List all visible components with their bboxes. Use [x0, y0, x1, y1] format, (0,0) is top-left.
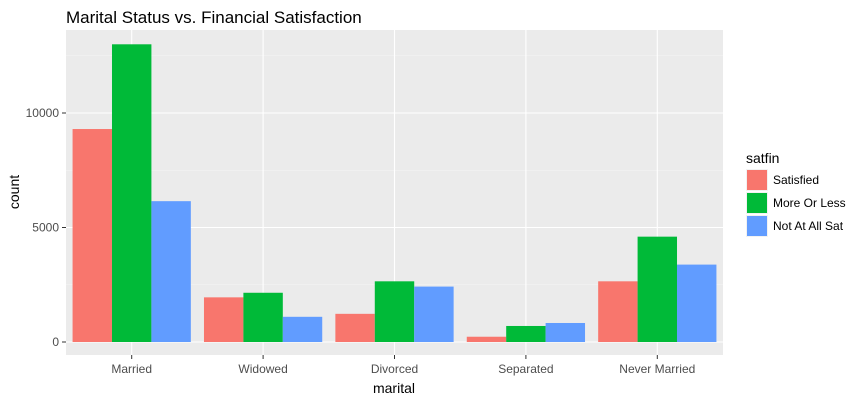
- bar: [598, 281, 638, 342]
- x-tick-label: Separated: [498, 362, 553, 376]
- legend-label: More Or Less: [773, 196, 846, 210]
- legend-label: Satisfied: [773, 173, 819, 187]
- legend-key: [747, 170, 767, 190]
- bar: [677, 264, 717, 342]
- bar: [243, 292, 283, 342]
- bar: [72, 129, 112, 342]
- x-tick-label: Divorced: [371, 362, 418, 376]
- legend: satfin Satisfied More Or Less Not At All S…: [746, 150, 846, 237]
- bar: [637, 236, 678, 342]
- legend-title: satfin: [746, 150, 779, 166]
- legend-label: Not At All Sat: [773, 219, 844, 233]
- bar: [335, 313, 375, 342]
- bar: [203, 297, 244, 342]
- x-tick-label: Married: [111, 362, 152, 376]
- x-axis-ticks: Married Widowed Divorced Separated Never Mar…: [111, 355, 695, 376]
- bar: [545, 322, 586, 342]
- y-axis-title: count: [6, 175, 22, 209]
- y-tick-label: 0: [52, 335, 59, 349]
- bar: [466, 336, 507, 342]
- bar: [374, 281, 415, 342]
- y-tick-label: 5000: [32, 221, 59, 235]
- bar: [151, 201, 191, 342]
- bar: [282, 316, 323, 342]
- bar: [111, 44, 152, 343]
- y-axis-ticks: 0 5000 10000: [26, 106, 66, 349]
- legend-key: [747, 216, 767, 236]
- legend-key: [747, 193, 767, 213]
- bar: [414, 286, 454, 342]
- chart-title: Marital Status vs. Financial Satisfactio…: [66, 8, 362, 27]
- bar: [506, 325, 546, 342]
- x-axis-title: marital: [373, 380, 415, 396]
- bars: [72, 44, 717, 343]
- x-tick-label: Never Married: [619, 362, 695, 376]
- y-tick-label: 10000: [26, 106, 60, 120]
- x-tick-label: Widowed: [238, 362, 287, 376]
